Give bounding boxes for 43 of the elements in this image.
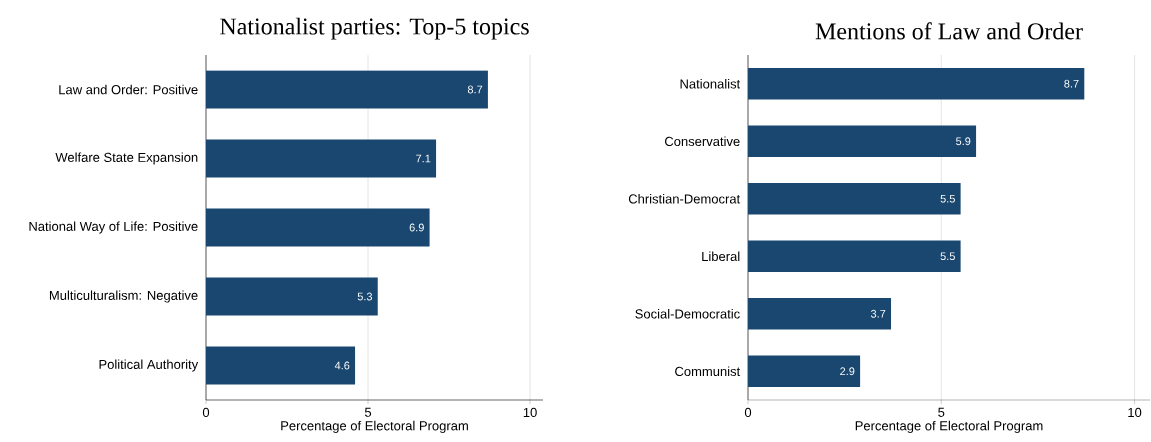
bar [748, 297, 892, 330]
data-label: 6.9 [409, 223, 424, 232]
x-tick-label: 0 [744, 407, 752, 418]
data-label: 5.5 [940, 194, 955, 203]
y-tick-label: Nationalist [680, 78, 741, 89]
y-tick-label: National Way of Life: Positive [29, 221, 198, 234]
x-tick-label: 10 [523, 407, 537, 418]
data-label: 5.9 [956, 137, 971, 146]
chart-title: Nationalist parties: Top-5 topics [220, 17, 529, 40]
data-label: 2.9 [840, 367, 855, 376]
y-tick-label: Welfare State Expansion [55, 152, 198, 165]
bar [748, 355, 861, 388]
bar [206, 139, 437, 178]
y-tick-label: Law and Order: Positive [59, 84, 198, 95]
y-tick-label: Social-Democratic [635, 308, 740, 319]
data-label: 8.7 [467, 85, 483, 94]
bar [748, 240, 961, 273]
data-label: 7.1 [416, 154, 431, 163]
bar [748, 125, 977, 158]
y-tick-label: Christian-Democrat [628, 193, 741, 204]
bar [206, 70, 488, 109]
bar [206, 277, 378, 316]
x-axis-title: Percentage of Electoral Program [855, 420, 1043, 433]
chart-title: Mentions of Law and Order [815, 22, 1083, 40]
y-tick-label: Liberal [702, 251, 740, 262]
y-tick-label: Political Authority [99, 359, 199, 372]
x-tick-label: 5 [938, 407, 945, 417]
data-label: 4.6 [334, 361, 350, 370]
x-tick-label: 10 [1128, 407, 1142, 418]
y-tick-label: Multiculturalism: Negative [49, 290, 198, 303]
bar [206, 208, 430, 247]
data-label: 5.3 [357, 292, 373, 301]
bar [748, 182, 961, 215]
data-label: 5.5 [940, 252, 955, 261]
y-tick-label: Communist [675, 366, 741, 377]
bar [206, 346, 356, 385]
y-tick-label: Conservative [665, 136, 740, 147]
x-axis-title: Percentage of Electoral Program [281, 420, 468, 433]
data-label: 8.7 [1064, 79, 1079, 88]
x-tick-label: 0 [202, 407, 210, 418]
bar [748, 67, 1085, 100]
x-tick-label: 5 [364, 407, 372, 417]
data-label: 3.7 [870, 309, 886, 318]
